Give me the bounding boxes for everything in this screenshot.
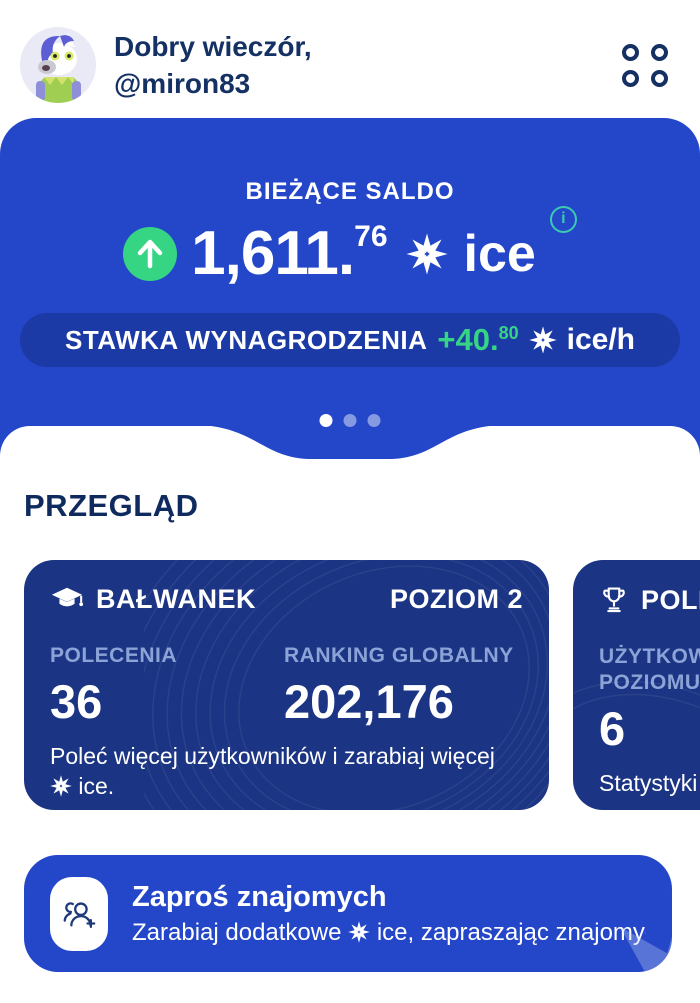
subtitle-text: ice, zapraszając znajomych (376, 918, 646, 946)
menu-dot (651, 69, 668, 87)
app-header: Dobry wieczór, @miron83 (0, 0, 700, 118)
rate-value: +40.80 (437, 322, 518, 358)
arrow-up-circle-icon (123, 226, 178, 281)
ice-snowflake-icon (50, 775, 72, 797)
referrals-card[interactable]: POLECENIA UŻYTKOWNICY POZIOMU 1 6 Statys… (573, 560, 700, 810)
trophy-icon (603, 587, 625, 613)
card-stats: UŻYTKOWNICY POZIOMU 1 6 (599, 644, 700, 756)
card-stats: POLECENIA 36 RANKING GLOBALNY 202,176 (50, 643, 523, 729)
main-content: PRZEGLĄD BAŁWANEK POZIOM (0, 414, 700, 1003)
balance-int: 1,611. (191, 219, 355, 288)
dot[interactable] (367, 414, 381, 427)
level-badge: POZIOM 2 (389, 584, 523, 614)
card-footer-text: Poleć więcej użytkowników i zarabiaj wię… (50, 741, 523, 801)
username: @miron83 (114, 68, 251, 99)
balance-frac: 76 (354, 220, 388, 253)
grid-circles-menu-icon[interactable] (618, 40, 672, 91)
rate-frac: 80 (498, 323, 519, 343)
stat-label: RANKING GLOBALNY (284, 644, 514, 667)
unicorn-avatar-icon (20, 27, 96, 103)
invite-title: Zaproś znajomych (132, 880, 387, 913)
stat-value: 202,176 (284, 675, 454, 728)
menu-dot (651, 43, 668, 61)
stat-label: UŻYTKOWNICY POZIOMU 1 (599, 644, 700, 696)
card-notch (200, 425, 500, 459)
user-avatar[interactable] (20, 27, 96, 103)
card-title: POLECENIA (641, 584, 700, 615)
level-card[interactable]: BAŁWANEK POZIOM 2 POLECENIA 36 RANKING G… (24, 560, 549, 810)
subtitle-text: Zarabiaj dodatkowe (132, 918, 342, 946)
card-header: POLECENIA (599, 584, 700, 616)
balance-amount: 1,611.76 (191, 218, 387, 289)
currency-label: ice (463, 224, 536, 283)
invite-subtitle: Zarabiaj dodatkowe ice, zapraszając znaj… (132, 919, 646, 947)
footer-text: ice. (78, 773, 115, 799)
section-title: PRZEGLĄD (24, 488, 199, 523)
greeting: Dobry wieczór, @miron83 (114, 28, 312, 102)
stat-tier-users: UŻYTKOWNICY POZIOMU 1 6 (599, 644, 700, 756)
rate-int: +40. (437, 322, 499, 357)
balance-label: BIEŻĄCE SALDO (245, 178, 455, 205)
earning-rate-pill[interactable]: STAWKA WYNAGRODZENIA +40.80 ice/h (20, 313, 680, 367)
greeting-line1: Dobry wieczór, (114, 31, 312, 62)
balance-card[interactable]: BIEŻĄCE SALDO 1,611.76 ice i STAWKA WYNA… (0, 118, 700, 462)
overview-cards-carousel[interactable]: BAŁWANEK POZIOM 2 POLECENIA 36 RANKING G… (0, 560, 700, 810)
menu-dot (622, 43, 639, 61)
info-icon[interactable]: i (549, 206, 577, 233)
card-title: BAŁWANEK (96, 584, 256, 614)
stat-label-line2: POZIOMU 1 (599, 671, 700, 694)
ice-snowflake-icon (348, 921, 370, 943)
add-friends-icon (50, 876, 108, 951)
card-footer-text: Statystyki (599, 770, 698, 796)
ice-snowflake-icon (406, 233, 448, 275)
dot-active[interactable] (319, 414, 333, 427)
stat-referrals: POLECENIA 36 (50, 643, 284, 729)
stat-label-line1: UŻYTKOWNICY (599, 645, 700, 668)
carousel-dots[interactable] (319, 414, 381, 427)
dot[interactable] (343, 414, 357, 427)
menu-dot (622, 69, 639, 87)
stat-value: 36 (50, 675, 103, 728)
card-header: BAŁWANEK POZIOM 2 (50, 584, 523, 615)
rate-unit: ice/h (566, 323, 636, 356)
balance-row: 1,611.76 ice i (0, 206, 700, 289)
stat-label: POLECENIA (50, 644, 178, 667)
stat-global-rank: RANKING GLOBALNY 202,176 (284, 643, 514, 729)
rate-label: STAWKA WYNAGRODZENIA (64, 324, 428, 355)
ice-snowflake-icon (529, 326, 557, 354)
graduation-cap-icon (51, 587, 84, 606)
footer-text: Poleć więcej użytkowników i zarabiaj wię… (50, 743, 495, 769)
invite-text: Zaproś znajomych Zarabiaj dodatkowe ice,… (132, 881, 646, 947)
stat-value: 6 (599, 702, 626, 755)
invite-friends-banner[interactable]: Zaproś znajomych Zarabiaj dodatkowe ice,… (24, 855, 672, 972)
